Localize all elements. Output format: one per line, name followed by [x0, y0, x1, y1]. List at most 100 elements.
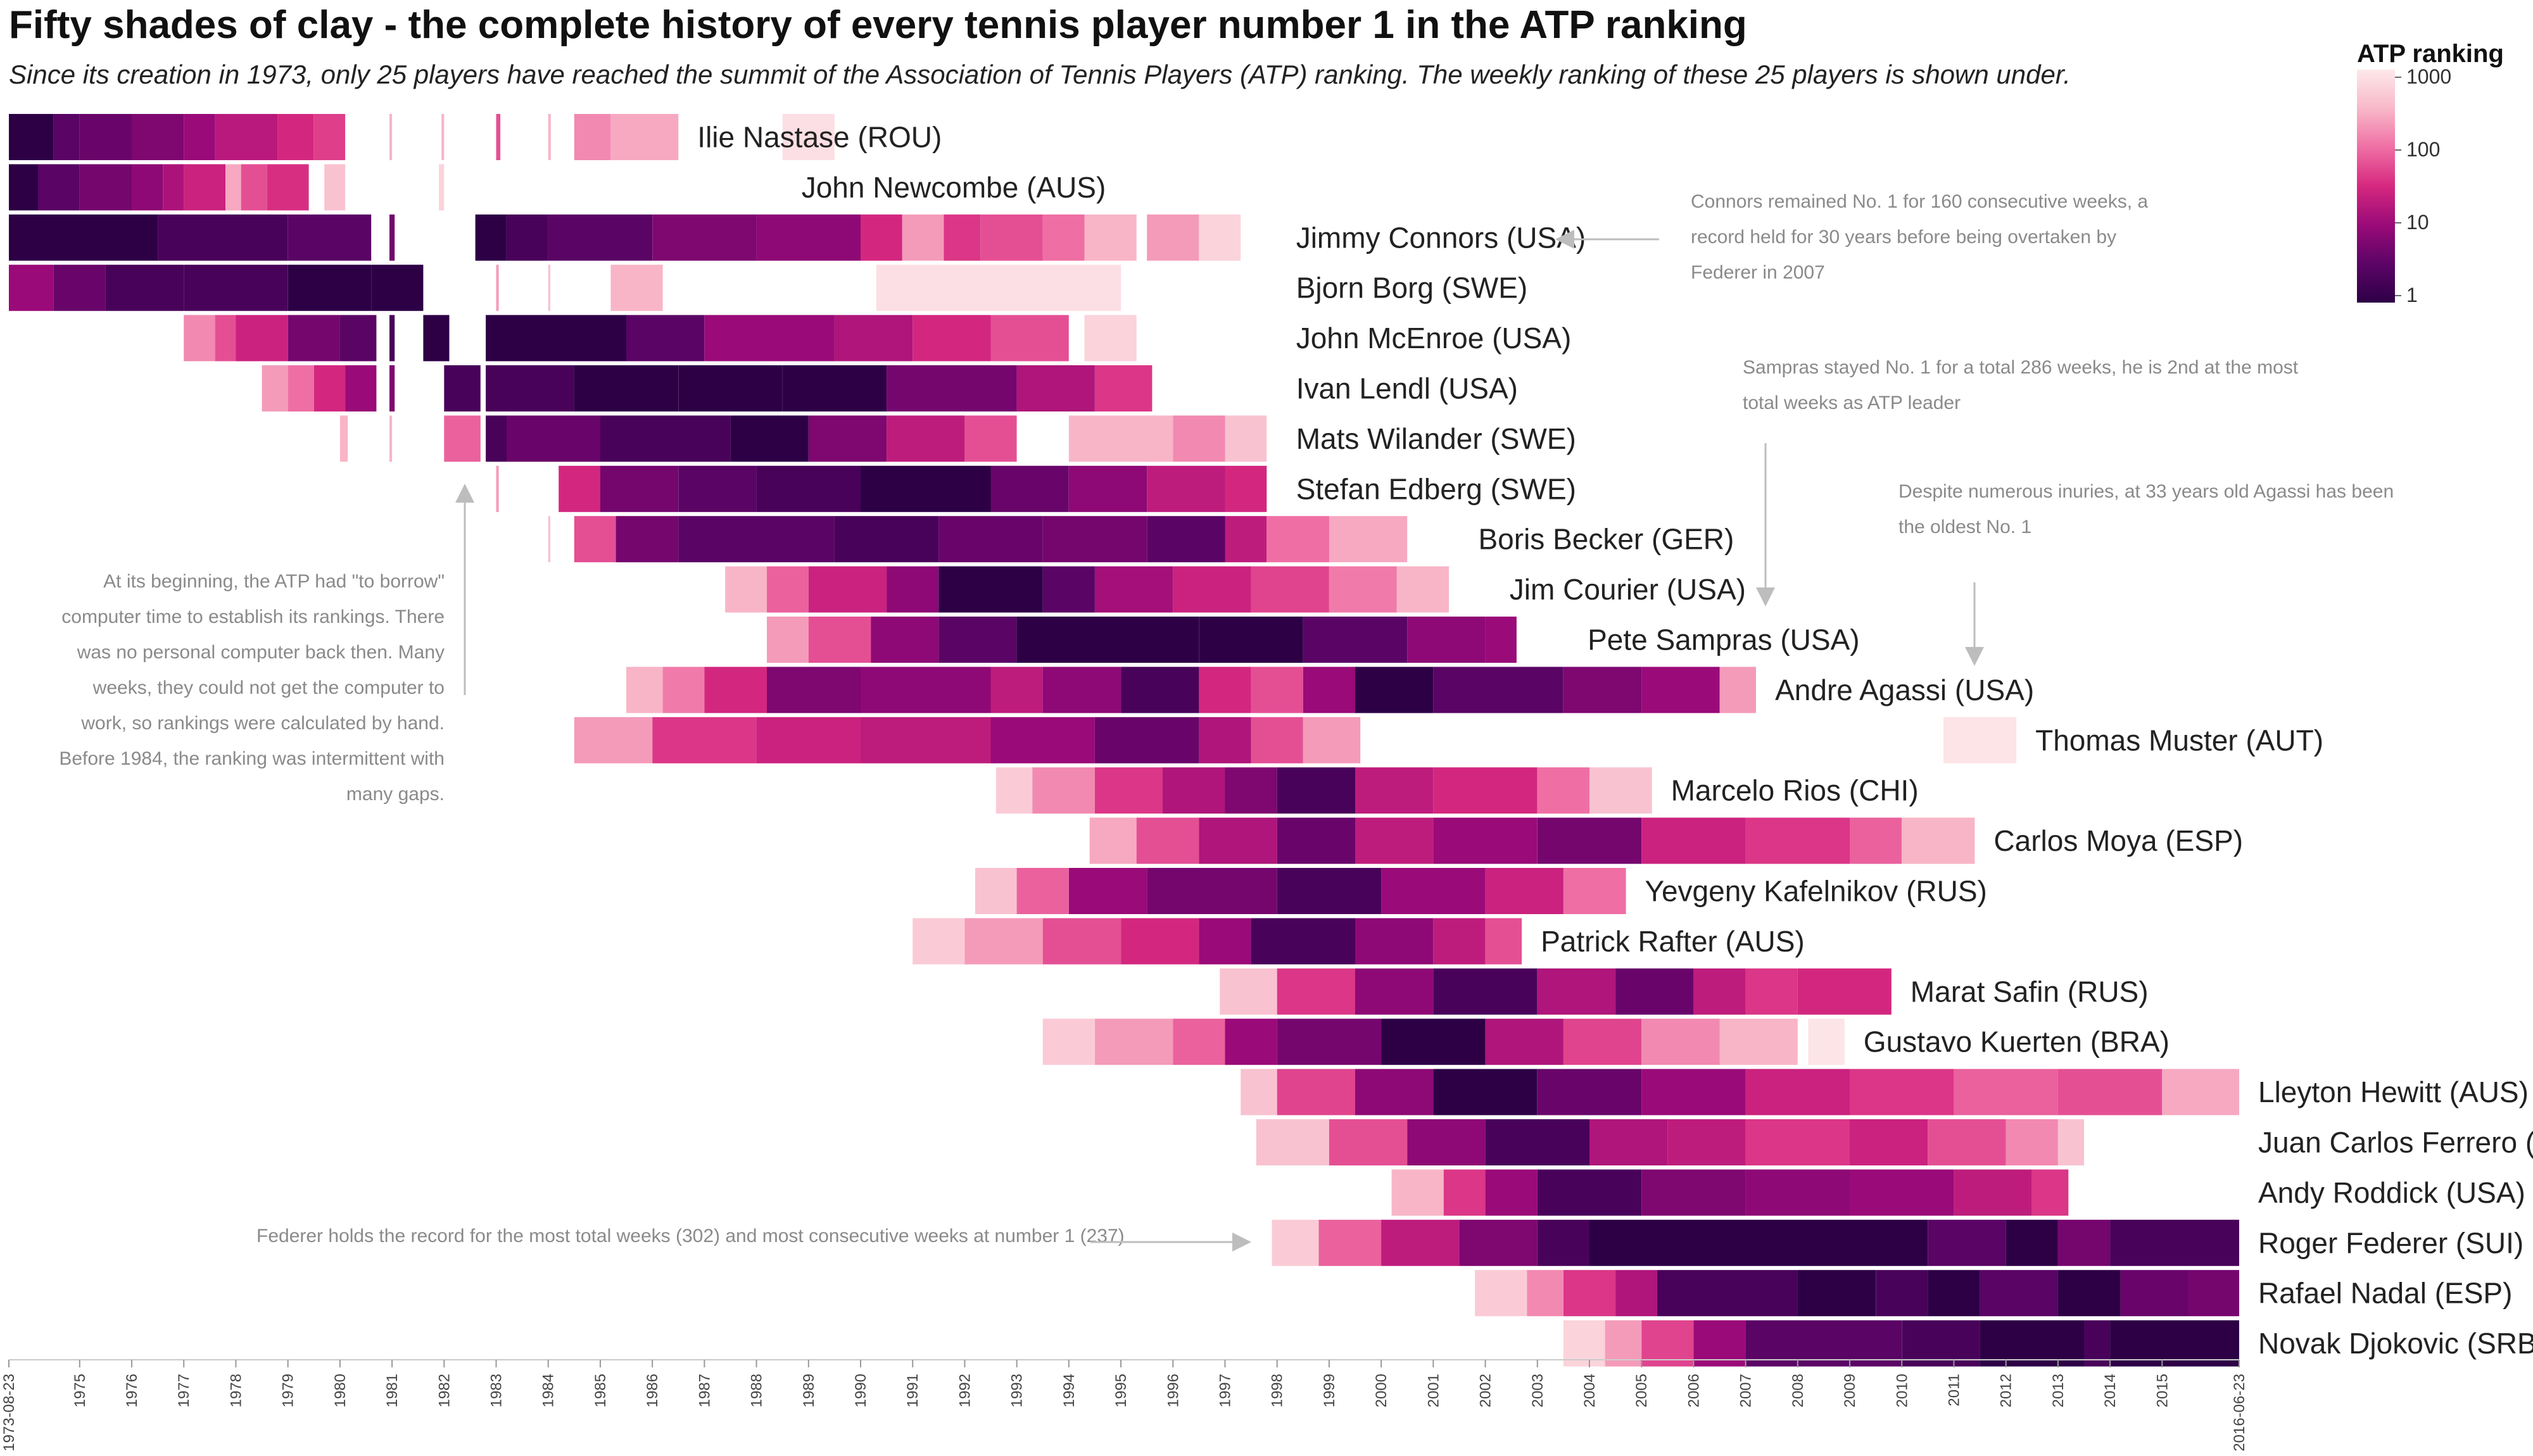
ranking-cell	[236, 315, 288, 361]
ranking-cell	[2084, 1320, 2111, 1367]
player-name: Gustavo Kuerten (BRA)	[1864, 1026, 2170, 1058]
player-row: Jimmy Connors (USA)	[9, 214, 1586, 261]
ranking-cell	[2057, 1069, 2163, 1115]
player-name: Andy Roddick (USA)	[2258, 1176, 2525, 1209]
ranking-cell	[1381, 868, 1486, 914]
ranking-cell	[559, 465, 600, 512]
ranking-cell	[1095, 767, 1163, 814]
ranking-cell	[1095, 365, 1153, 411]
ranking-cell	[444, 365, 481, 411]
ranking-cell	[1943, 717, 2017, 763]
ranking-cell	[9, 214, 158, 261]
ranking-cell	[1563, 1320, 1605, 1367]
x-tick-label: 1998	[1269, 1374, 1286, 1407]
ranking-cell	[574, 717, 653, 763]
ranking-cell	[1251, 717, 1303, 763]
ranking-cell	[1928, 1119, 2006, 1165]
x-tick-label: 1975	[72, 1374, 89, 1407]
ranking-cell	[990, 667, 1043, 713]
annotation-line: Before 1984, the ranking was intermitten…	[59, 748, 445, 769]
ranking-cell	[902, 214, 944, 261]
ranking-cell	[1563, 1270, 1616, 1317]
ranking-cell	[610, 265, 663, 311]
x-tick-label: 1980	[332, 1374, 349, 1407]
ranking-cell	[1443, 1169, 1486, 1216]
ranking-cell	[1850, 817, 1902, 864]
x-tick-label: 2001	[1425, 1374, 1442, 1407]
ranking-cell	[1303, 667, 1355, 713]
x-tick-label: 1992	[956, 1374, 973, 1407]
player-name: Stefan Edberg (SWE)	[1296, 472, 1576, 505]
ranking-cell	[1641, 817, 1746, 864]
x-tick-label: 1995	[1113, 1374, 1130, 1407]
legend-label: 1	[2406, 284, 2418, 306]
annotation-line: Connors remained No. 1 for 160 consecuti…	[1691, 191, 2148, 212]
ranking-cell	[975, 868, 1017, 914]
ranking-cell	[486, 365, 574, 411]
ranking-cell	[1850, 1069, 1954, 1115]
annotation: Federer holds the record for the most to…	[256, 1226, 1125, 1246]
annotation-line: total weeks as ATP leader	[1743, 392, 1961, 413]
ranking-cell	[1485, 1169, 1538, 1216]
ranking-cell	[887, 365, 1017, 411]
x-tick-label: 2006	[1685, 1374, 1702, 1407]
player-row: Novak Djokovic (SRB)	[1563, 1320, 2533, 1367]
ranking-cell	[444, 415, 481, 462]
ranking-cell	[1089, 817, 1137, 864]
ranking-cell	[439, 164, 445, 211]
ranking-cell	[1745, 817, 1850, 864]
ranking-cell	[1980, 1320, 2084, 1367]
ranking-cell	[1042, 1019, 1095, 1065]
ranking-cell	[1042, 214, 1085, 261]
ranking-cell	[2006, 1119, 2058, 1165]
ranking-cell	[1605, 1320, 1642, 1367]
ranking-cell	[990, 315, 1069, 361]
player-name: Mats Wilander (SWE)	[1296, 422, 1576, 455]
annotation-line: Despite numerous inuries, at 33 years ol…	[1898, 481, 2394, 502]
player-row: Yevgeny Kafelnikov (RUS)	[975, 868, 1987, 914]
ranking-cell	[1876, 1270, 1928, 1317]
ranking-cell	[1693, 1320, 1746, 1367]
ranking-cell	[1272, 1219, 1319, 1266]
ranking-cell	[1381, 1019, 1486, 1065]
annotation-line: work, so rankings were calculated by han…	[80, 713, 445, 734]
ranking-cell	[1537, 968, 1616, 1015]
chart-subtitle: Since its creation in 1973, only 25 play…	[9, 60, 2071, 89]
ranking-cell	[876, 265, 1121, 311]
ranking-cell	[1329, 1119, 1408, 1165]
ranking-cell	[964, 415, 1017, 462]
player-row: Mats Wilander (SWE)	[339, 415, 1576, 462]
ranking-cell	[913, 315, 991, 361]
ranking-cell	[808, 415, 887, 462]
annotation-line: Federer holds the record for the most to…	[256, 1226, 1125, 1246]
ranking-cell	[678, 365, 783, 411]
ranking-cell	[2031, 1169, 2069, 1216]
ranking-cell	[782, 114, 835, 160]
ranking-cell	[652, 717, 757, 763]
ranking-cell	[389, 415, 393, 462]
ranking-cell	[184, 265, 288, 311]
player-name: Marcelo Rios (CHI)	[1671, 774, 1919, 807]
x-tick-label: 2015	[2154, 1374, 2171, 1407]
player-row: Andre Agassi (USA)	[626, 667, 2034, 713]
player-name: Novak Djokovic (SRB)	[2258, 1327, 2533, 1360]
player-name: Marat Safin (RUS)	[1911, 975, 2149, 1008]
ranking-cell	[756, 465, 861, 512]
ranking-cell	[1433, 1069, 1538, 1115]
x-tick-label: 1981	[384, 1374, 401, 1407]
ranking-cell	[184, 164, 225, 211]
ranking-cell	[441, 114, 445, 160]
annotation-line: Federer in 2007	[1691, 262, 1825, 283]
ranking-cell	[944, 214, 980, 261]
ranking-cell	[1928, 1270, 1980, 1317]
ranking-cell	[1667, 1119, 1746, 1165]
ranking-cell	[1433, 918, 1486, 965]
ranking-cell	[1199, 817, 1277, 864]
annotation-line: weeks, they could not get the computer t…	[92, 677, 445, 698]
x-tick-label: 2002	[1477, 1374, 1494, 1407]
ranking-cell	[964, 918, 1043, 965]
ranking-cell	[548, 214, 653, 261]
ranking-cell	[389, 315, 395, 361]
ranking-cell	[861, 667, 991, 713]
ranking-cell	[158, 214, 288, 261]
